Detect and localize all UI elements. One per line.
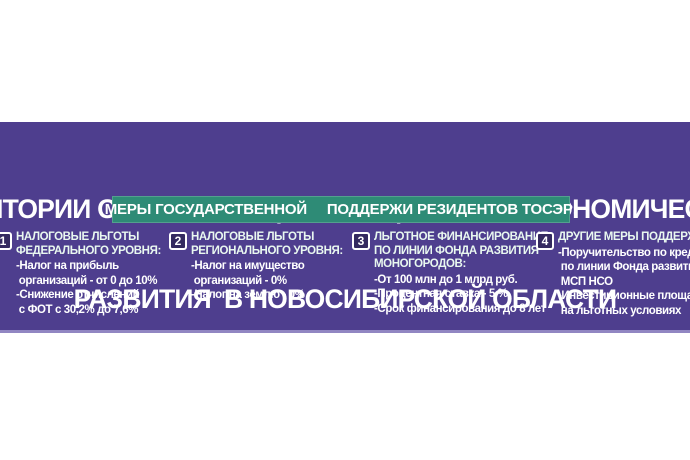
column-3-body-line: -Срок финансирования до 8 лет <box>374 302 546 315</box>
column-3-header: ЛЬГОТНОЕ ФИНАНСИРОВАНИЕ ПО ЛИНИИ ФОНДА Р… <box>374 231 548 272</box>
column-2-body-line: -Налог на землю - 0% <box>191 289 305 302</box>
column-4-header: ДРУГИЕ МЕРЫ ПОДДЕРЖКИ <box>558 231 690 245</box>
column-4-text: ДРУГИЕ МЕРЫ ПОДДЕРЖКИ -Поручительство по… <box>558 231 690 318</box>
column-3-header-line: ПО ЛИНИИ ФОНДА РАЗВИТИЯ <box>374 244 539 257</box>
column-1-body-line: с ФОТ с 30,2% до 7,6% <box>16 303 139 316</box>
column-4-body-line: на льготных условиях <box>558 304 682 317</box>
column-federal-tax-benefits: 1 НАЛОГОВЫЕ ЛЬГОТЫ ФЕДЕРАЛЬНОГО УРОВНЯ: … <box>0 231 161 317</box>
column-4-body-line: -Поручительство по кредитам <box>558 246 690 259</box>
column-1-body-line: -Налог на прибыль <box>16 260 119 272</box>
column-3-body-line: -От 100 млн до 1 млрд руб. <box>374 273 518 286</box>
column-3-body-line: -Процентная ставка - 5 % <box>374 288 508 301</box>
column-2-body-line: организаций - 0% <box>191 274 287 287</box>
title-line-2: РАЗВИТИЯ В НОВОСИБИРСКОЙ ОБЛАСТИ <box>73 284 617 314</box>
column-1-body: -Налог на прибыль организаций - от 0 до … <box>16 259 161 317</box>
column-2-text: НАЛОГОВЫЕ ЛЬГОТЫ РЕГИОНАЛЬНОГО УРОВНЯ: -… <box>191 231 343 303</box>
column-4-body-line: МСП НСО <box>558 275 613 288</box>
column-3-header-line: МОНОГОРОДОВ: <box>374 258 466 270</box>
column-2-header-line: РЕГИОНАЛЬНОГО УРОВНЯ: <box>191 244 343 257</box>
column-2-header-line: НАЛОГОВЫЕ ЛЬГОТЫ <box>191 231 315 243</box>
column-1-header-line: НАЛОГОВЫЕ ЛЬГОТЫ <box>16 231 140 243</box>
column-other-support-measures: 4 ДРУГИЕ МЕРЫ ПОДДЕРЖКИ -Поручительство … <box>536 231 690 318</box>
column-3-text: ЛЬГОТНОЕ ФИНАНСИРОВАНИЕ ПО ЛИНИИ ФОНДА Р… <box>374 231 548 316</box>
column-4-number-badge: 4 <box>536 232 554 250</box>
column-4-header-line: ДРУГИЕ МЕРЫ ПОДДЕРЖКИ <box>558 231 690 243</box>
column-3-number-badge: 3 <box>352 232 370 250</box>
column-4-body: -Поручительство по кредитам по линии Фон… <box>558 246 690 319</box>
column-4-body-line: -Инвестиционные площадки <box>558 290 690 303</box>
column-1-number-badge: 1 <box>0 232 12 250</box>
column-1-text: НАЛОГОВЫЕ ЛЬГОТЫ ФЕДЕРАЛЬНОГО УРОВНЯ: -Н… <box>16 231 161 317</box>
column-1-body-line: организаций - от 0 до 10% <box>16 274 158 287</box>
subtitle-banner: МЕРЫ ГОСУДАРСТВЕННОЙ ПОДДЕРЖИ РЕЗИДЕНТОВ… <box>105 196 577 223</box>
column-regional-tax-benefits: 2 НАЛОГОВЫЕ ЛЬГОТЫ РЕГИОНАЛЬНОГО УРОВНЯ:… <box>169 231 343 303</box>
column-1-body-line: -Снижение отчислений <box>16 289 140 302</box>
column-4-body-line: по линии Фонда развития <box>558 261 690 274</box>
column-3-header-line: ЛЬГОТНОЕ ФИНАНСИРОВАНИЕ <box>374 231 548 243</box>
column-2-body: -Налог на имущество организаций - 0% -На… <box>191 259 343 303</box>
column-preferential-financing: 3 ЛЬГОТНОЕ ФИНАНСИРОВАНИЕ ПО ЛИНИИ ФОНДА… <box>352 231 548 316</box>
subtitle-text: МЕРЫ ГОСУДАРСТВЕННОЙ ПОДДЕРЖИ РЕЗИДЕНТОВ… <box>104 201 578 218</box>
column-2-header: НАЛОГОВЫЕ ЛЬГОТЫ РЕГИОНАЛЬНОГО УРОВНЯ: <box>191 231 343 258</box>
column-1-header: НАЛОГОВЫЕ ЛЬГОТЫ ФЕДЕРАЛЬНОГО УРОВНЯ: <box>16 231 161 258</box>
column-3-body: -От 100 млн до 1 млрд руб. -Процентная с… <box>374 273 548 317</box>
purple-content-band: ТЕРРИТОРИИ ОПЕРЕЖАЮЩЕГО СОЦИАЛЬНО-ЭКОНОМ… <box>0 122 690 333</box>
column-1-header-line: ФЕДЕРАЛЬНОГО УРОВНЯ: <box>16 244 161 257</box>
column-2-body-line: -Налог на имущество <box>191 260 305 272</box>
column-2-number-badge: 2 <box>169 232 187 250</box>
